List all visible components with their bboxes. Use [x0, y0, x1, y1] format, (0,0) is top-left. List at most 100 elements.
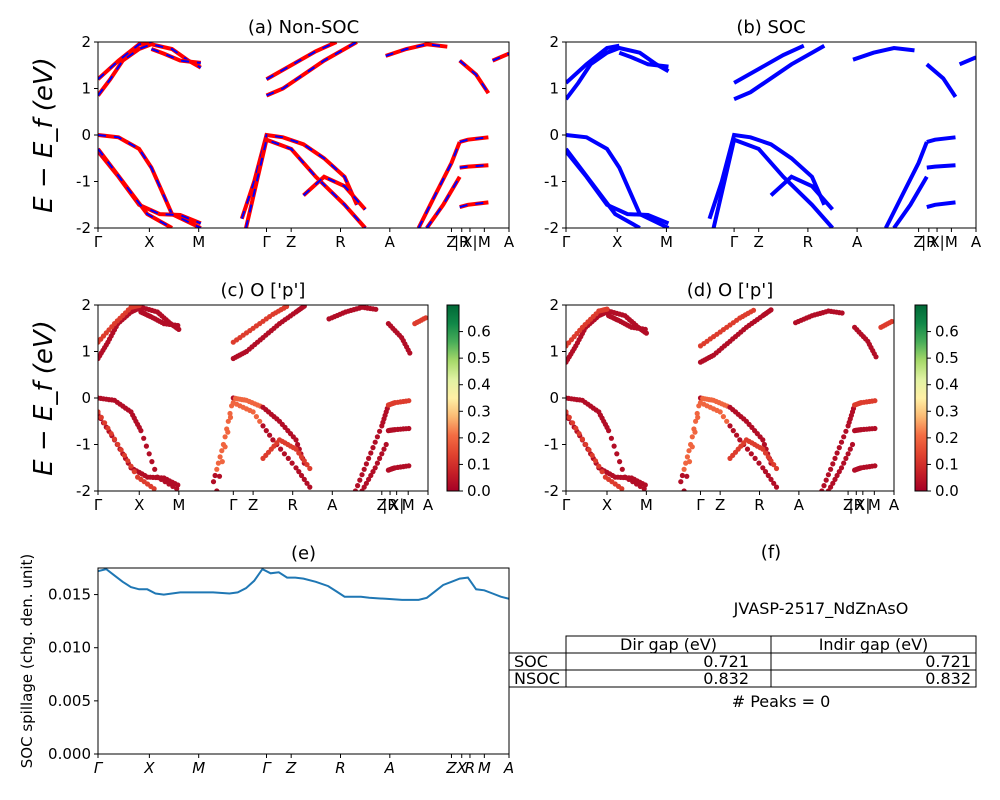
band-soc-2: [618, 50, 669, 69]
proj-point: [836, 445, 842, 451]
band-blue-16: [459, 136, 489, 143]
proj-point: [121, 452, 127, 458]
panel-title-3: (d) O ['p']: [687, 280, 773, 301]
proj-point: [263, 428, 269, 434]
band-blue-12: [245, 138, 366, 228]
x-tick-label-2-3: Γ: [229, 496, 238, 514]
proj-point: [724, 418, 730, 424]
proj-point: [684, 454, 691, 460]
proj-point: [222, 434, 228, 440]
proj-point: [825, 472, 832, 478]
proj-point: [830, 461, 836, 467]
proj-point: [379, 451, 385, 457]
colorbar-tick-label-2-2: 0.2: [467, 429, 491, 447]
proj-point: [849, 441, 856, 448]
y-tick-label-1-4: 2: [549, 33, 559, 51]
proj-point: [608, 435, 615, 441]
colorbar-tick-label-3-1: 0.1: [935, 455, 959, 473]
x-tick-label-4-4: Z: [285, 759, 297, 777]
y-tick-label-2-0: -2: [76, 482, 91, 500]
proj-point: [760, 465, 766, 471]
table-row-1: [508, 669, 977, 688]
band-soc-0: [566, 45, 670, 101]
band-blue-13: [302, 175, 366, 211]
proj-point: [730, 428, 736, 434]
proj-point: [828, 484, 834, 490]
proj-point: [821, 483, 827, 489]
proj-point: [301, 458, 307, 464]
proj-point: [151, 486, 157, 491]
y-tick-label-0-3: 1: [81, 80, 91, 98]
proj-point: [260, 423, 266, 429]
proj-point: [368, 450, 374, 456]
proj-point: [589, 452, 595, 458]
band-blue-17: [459, 164, 489, 169]
proj-point: [423, 315, 428, 321]
colorbar-tick-label-3-2: 0.2: [935, 429, 959, 447]
x-tick-label-4-0: Γ: [94, 759, 104, 777]
x-tick-label-2-4: Z: [248, 496, 258, 514]
proj-point: [219, 448, 225, 454]
proj-point: [377, 455, 383, 461]
proj-point: [296, 469, 302, 475]
proj-point: [760, 437, 766, 443]
proj-point: [138, 428, 144, 434]
proj-point: [278, 446, 284, 452]
x-tick-label-3-4: Z: [715, 496, 725, 514]
proj-point: [377, 428, 383, 434]
proj-point: [216, 473, 223, 479]
table-col-header-0: Dir gap (eV): [620, 635, 717, 654]
proj-point: [872, 425, 878, 432]
proj-point: [301, 476, 307, 482]
colorbar-tick-label-3-6: 0.6: [935, 323, 959, 341]
x-tick-label-4-3: Γ: [262, 759, 272, 777]
panel-title-2: (c) O ['p']: [221, 280, 306, 301]
proj-point: [845, 451, 851, 457]
band-soc-1: [566, 43, 620, 85]
proj-point: [679, 472, 686, 479]
x-tick-label-2-1: X: [134, 496, 144, 514]
x-tick-label-2-10: M: [402, 496, 415, 514]
proj-point: [374, 460, 380, 466]
proj-point: [642, 326, 648, 332]
proj-point: [773, 465, 780, 472]
proj-point: [98, 409, 101, 415]
x-tick-label-4-1: X: [143, 759, 155, 777]
proj-point: [368, 472, 374, 479]
y-tick-label-4-1: 0.005: [48, 692, 91, 710]
x-tick-label-2-6: A: [327, 496, 338, 514]
x-tick-label-1-3: Γ: [730, 233, 739, 251]
proj-point: [847, 446, 853, 452]
band-blue-2: [151, 48, 201, 64]
x-tick-label-3-5: R: [754, 496, 764, 514]
x-tick-label-4-2: M: [192, 759, 205, 777]
y-tick-label-3-3: 1: [549, 343, 559, 361]
proj-point: [270, 437, 276, 443]
proj-point: [406, 463, 412, 469]
y-tick-label-4-0: 0.000: [48, 745, 91, 763]
y-tick-label-0-0: -2: [76, 219, 91, 237]
proj-point: [370, 445, 376, 451]
proj-point: [681, 466, 687, 472]
colorbar-tick-label-2-1: 0.1: [467, 455, 491, 473]
proj-point: [750, 307, 757, 313]
x-tick-label-4-8: X: [456, 759, 468, 777]
proj-point: [872, 463, 878, 469]
proj-point: [834, 450, 840, 456]
band-soc-15: [892, 175, 929, 228]
table-cell-1-0: 0.832: [703, 669, 749, 688]
x-tick-label-3-9: X|: [855, 496, 870, 514]
x-tick-label-1-10: M: [945, 233, 958, 251]
proj-point: [357, 477, 363, 483]
proj-point: [604, 306, 610, 312]
proj-point: [681, 488, 687, 491]
proj-point: [214, 488, 220, 491]
x-tick-label-1-1: X: [612, 233, 622, 251]
x-tick-label-4-6: A: [384, 759, 395, 777]
x-tick-label-2-5: R: [287, 496, 297, 514]
proj-point: [219, 459, 225, 465]
colorbar-tick-label-2-4: 0.4: [467, 376, 491, 394]
proj-point: [828, 466, 834, 472]
x-tick-label-4-5: R: [335, 759, 345, 777]
